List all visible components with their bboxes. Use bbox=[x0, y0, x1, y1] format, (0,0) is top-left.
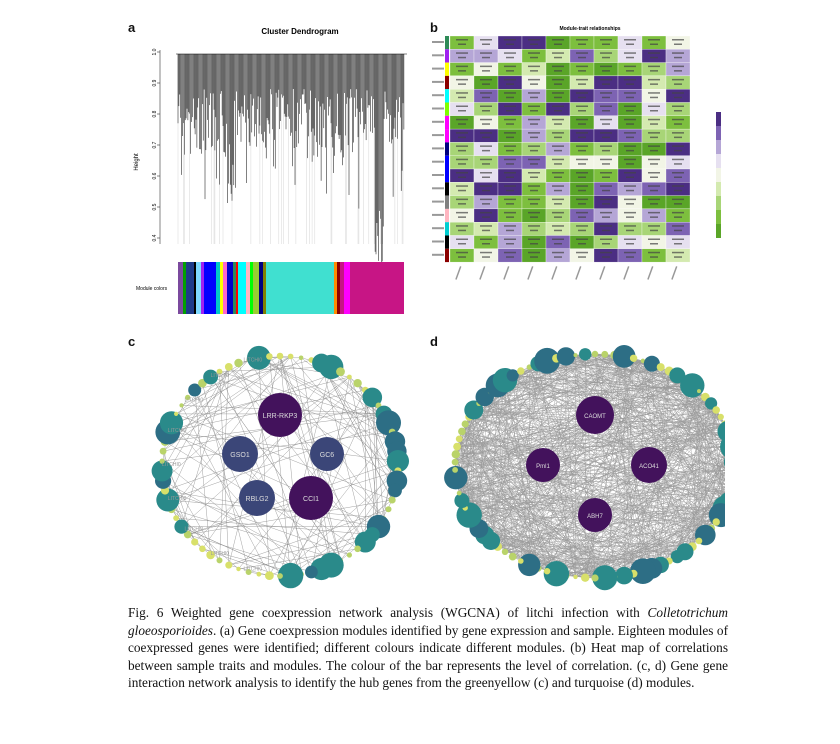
dendrogram-ytick: 0.5 bbox=[152, 203, 158, 210]
peripheral-gene-label: LITCHI0 bbox=[168, 496, 187, 502]
hub-label: ACO41 bbox=[639, 464, 659, 470]
network-turquoise: CAOMT Pml1 ACO41 ABH7 bbox=[444, 345, 725, 591]
hub-node bbox=[222, 436, 258, 472]
hub-node bbox=[631, 447, 667, 483]
heatmap-title: Module-trait relationships bbox=[559, 26, 620, 32]
module-colors-label: Module colors bbox=[136, 286, 168, 292]
dendrogram-yaxis: 1.0 0.9 0.8 0.7 0.6 0.5 0.4 bbox=[152, 48, 161, 244]
dendrogram-ytick: 0.6 bbox=[152, 172, 158, 179]
peripheral-gene-label: LITCHI0 bbox=[185, 397, 204, 403]
dendrogram-branches bbox=[176, 53, 407, 291]
hub-label: GSO1 bbox=[230, 452, 250, 459]
hub-label: ABH7 bbox=[587, 514, 603, 520]
dendrogram-ylabel: Height bbox=[134, 153, 140, 171]
hub-label: CCI1 bbox=[303, 496, 319, 503]
dendrogram-ytick: 0.7 bbox=[152, 141, 158, 148]
caption-species: Colletotrichum gloeosporioides bbox=[128, 605, 728, 638]
peripheral-gene-label: LITCHI0 bbox=[211, 551, 230, 557]
peripheral-gene-label: LITCHI0 bbox=[185, 527, 204, 533]
hub-label: CAOMT bbox=[584, 414, 606, 420]
peripheral-gene-label: LITCHI0 bbox=[244, 567, 263, 573]
hub-label: Pml1 bbox=[536, 464, 550, 470]
hub-node bbox=[310, 437, 344, 471]
panel-letter-b: b bbox=[430, 20, 438, 35]
hub-node bbox=[526, 448, 560, 482]
hub-label: GC6 bbox=[320, 452, 335, 459]
dendrogram-title: Cluster Dendrogram bbox=[261, 27, 338, 36]
module-trait-heatmap: Module-trait relationships bbox=[432, 26, 721, 280]
peripheral-gene-label: LITCHI0 bbox=[168, 428, 187, 434]
hub-node bbox=[576, 396, 614, 434]
hub-node bbox=[258, 393, 302, 437]
peripheral-gene-label: LITCHI0 bbox=[244, 357, 263, 363]
module-color-bar bbox=[178, 262, 404, 314]
caption-body: . (a) Gene coexpression modules identifi… bbox=[128, 622, 728, 691]
network-greenyellow: LITCHI0 LITCHI0 LITCHI0 LITCHI0 LITCHI0 LITCH… bbox=[151, 345, 409, 589]
panel-letter-c: c bbox=[128, 334, 136, 349]
caption-prefix: Fig. 6 Weighted gene coexpression networ… bbox=[128, 605, 648, 620]
dendrogram-ytick: 1.0 bbox=[152, 48, 158, 55]
network-c-peripheral-nodes: LITCHI0 LITCHI0 LITCHI0 LITCHI0 LITCHI0 LITCH… bbox=[151, 345, 409, 589]
network-c-hub-nodes: LRR-RKP3 GSO1 GC6 RBLG2 CCI1 bbox=[222, 393, 344, 520]
peripheral-gene-label: LITCHI0 bbox=[162, 462, 181, 468]
figure-caption: Fig. 6 Weighted gene coexpression networ… bbox=[128, 604, 728, 692]
peripheral-gene-label: LITCHI0 bbox=[211, 373, 230, 379]
hub-label: LRR-RKP3 bbox=[263, 413, 298, 420]
hub-node bbox=[578, 498, 612, 532]
hub-label: RBLG2 bbox=[246, 496, 269, 503]
hub-node bbox=[289, 476, 333, 520]
heatmap-color-legend bbox=[716, 112, 721, 238]
cluster-dendrogram: Cluster Dendrogram Height 1.0 0.9 0.8 0.7 0.… bbox=[134, 27, 407, 314]
panel-letter-d: d bbox=[430, 334, 438, 349]
hub-node bbox=[239, 480, 275, 516]
dendrogram-ytick: 0.4 bbox=[152, 234, 158, 241]
dendrogram-ytick: 0.9 bbox=[152, 79, 158, 86]
dendrogram-ytick: 0.8 bbox=[152, 110, 158, 117]
network-d-peripheral-nodes bbox=[444, 345, 725, 591]
heatmap-cells bbox=[432, 35, 691, 280]
network-d-hub-nodes: CAOMT Pml1 ACO41 ABH7 bbox=[526, 396, 667, 532]
panel-letter-a: a bbox=[128, 20, 136, 35]
